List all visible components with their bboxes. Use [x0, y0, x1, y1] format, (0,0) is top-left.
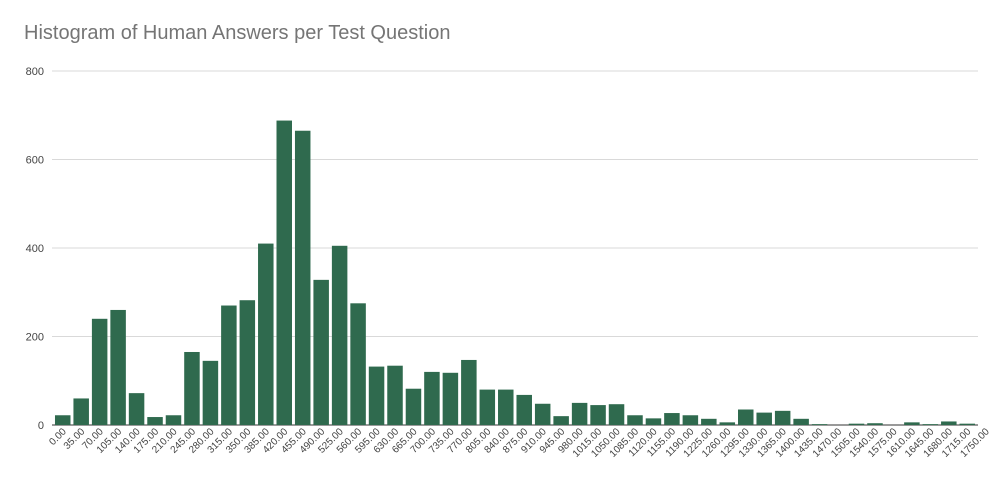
histogram-bar — [221, 305, 237, 425]
histogram-bar — [811, 424, 828, 425]
histogram-bar — [110, 309, 126, 425]
histogram-bar — [313, 279, 329, 425]
y-tick-label: 600 — [26, 155, 44, 167]
histogram-bar — [202, 360, 219, 425]
histogram-bar — [738, 409, 754, 425]
histogram-bar — [350, 303, 366, 425]
histogram-bar — [461, 359, 477, 425]
y-tick-label: 400 — [26, 243, 44, 255]
histogram-bar — [941, 421, 957, 425]
histogram-bar — [719, 422, 736, 425]
histogram-bar — [590, 405, 606, 425]
histogram-bar — [479, 389, 496, 425]
y-tick-label: 0 — [38, 420, 44, 432]
histogram-bar — [682, 415, 699, 425]
histogram-bar — [904, 422, 920, 425]
histogram-bar — [73, 398, 89, 425]
histogram-bar — [534, 403, 551, 425]
histogram-bar — [276, 120, 292, 425]
histogram-bar — [405, 388, 422, 425]
histogram-bar — [498, 389, 514, 425]
histogram-bar — [848, 423, 865, 425]
bars — [54, 120, 976, 426]
histogram-bar — [867, 423, 883, 425]
histogram-bar — [793, 418, 809, 425]
histogram-bar — [774, 410, 791, 425]
histogram-bar — [922, 424, 939, 425]
y-tick-label: 800 — [26, 66, 44, 78]
histogram-bar — [165, 415, 182, 425]
histogram-bar — [387, 365, 403, 425]
histogram-bar — [91, 318, 108, 425]
histogram-bar — [664, 413, 680, 425]
chart-title: Histogram of Human Answers per Test Ques… — [24, 22, 451, 44]
histogram-bar — [645, 418, 662, 425]
histogram-bar — [184, 351, 200, 425]
histogram-bar — [959, 423, 976, 425]
histogram-bar — [756, 412, 772, 425]
histogram-bar — [239, 300, 256, 425]
x-axis-tick-labels: 0.0035.0070.00105.00140.00175.00210.0024… — [47, 426, 992, 460]
histogram-bar — [553, 416, 569, 425]
histogram-bar — [128, 393, 145, 425]
histogram-bar — [368, 366, 385, 425]
histogram-bar — [627, 415, 643, 425]
histogram-bar — [294, 130, 311, 426]
histogram-bar — [571, 402, 588, 426]
histogram-bar — [54, 415, 71, 425]
histogram-bar — [331, 245, 348, 425]
histogram-bar — [516, 394, 532, 425]
y-tick-label: 200 — [26, 332, 44, 344]
histogram-bar — [608, 404, 625, 425]
histogram-bar — [442, 372, 459, 425]
histogram-bar — [701, 418, 717, 425]
histogram-bar — [258, 243, 274, 425]
histogram-bar — [424, 371, 440, 425]
histogram-bar — [147, 417, 163, 425]
y-axis-tick-labels: 0 200 400 600 800 — [26, 66, 44, 432]
